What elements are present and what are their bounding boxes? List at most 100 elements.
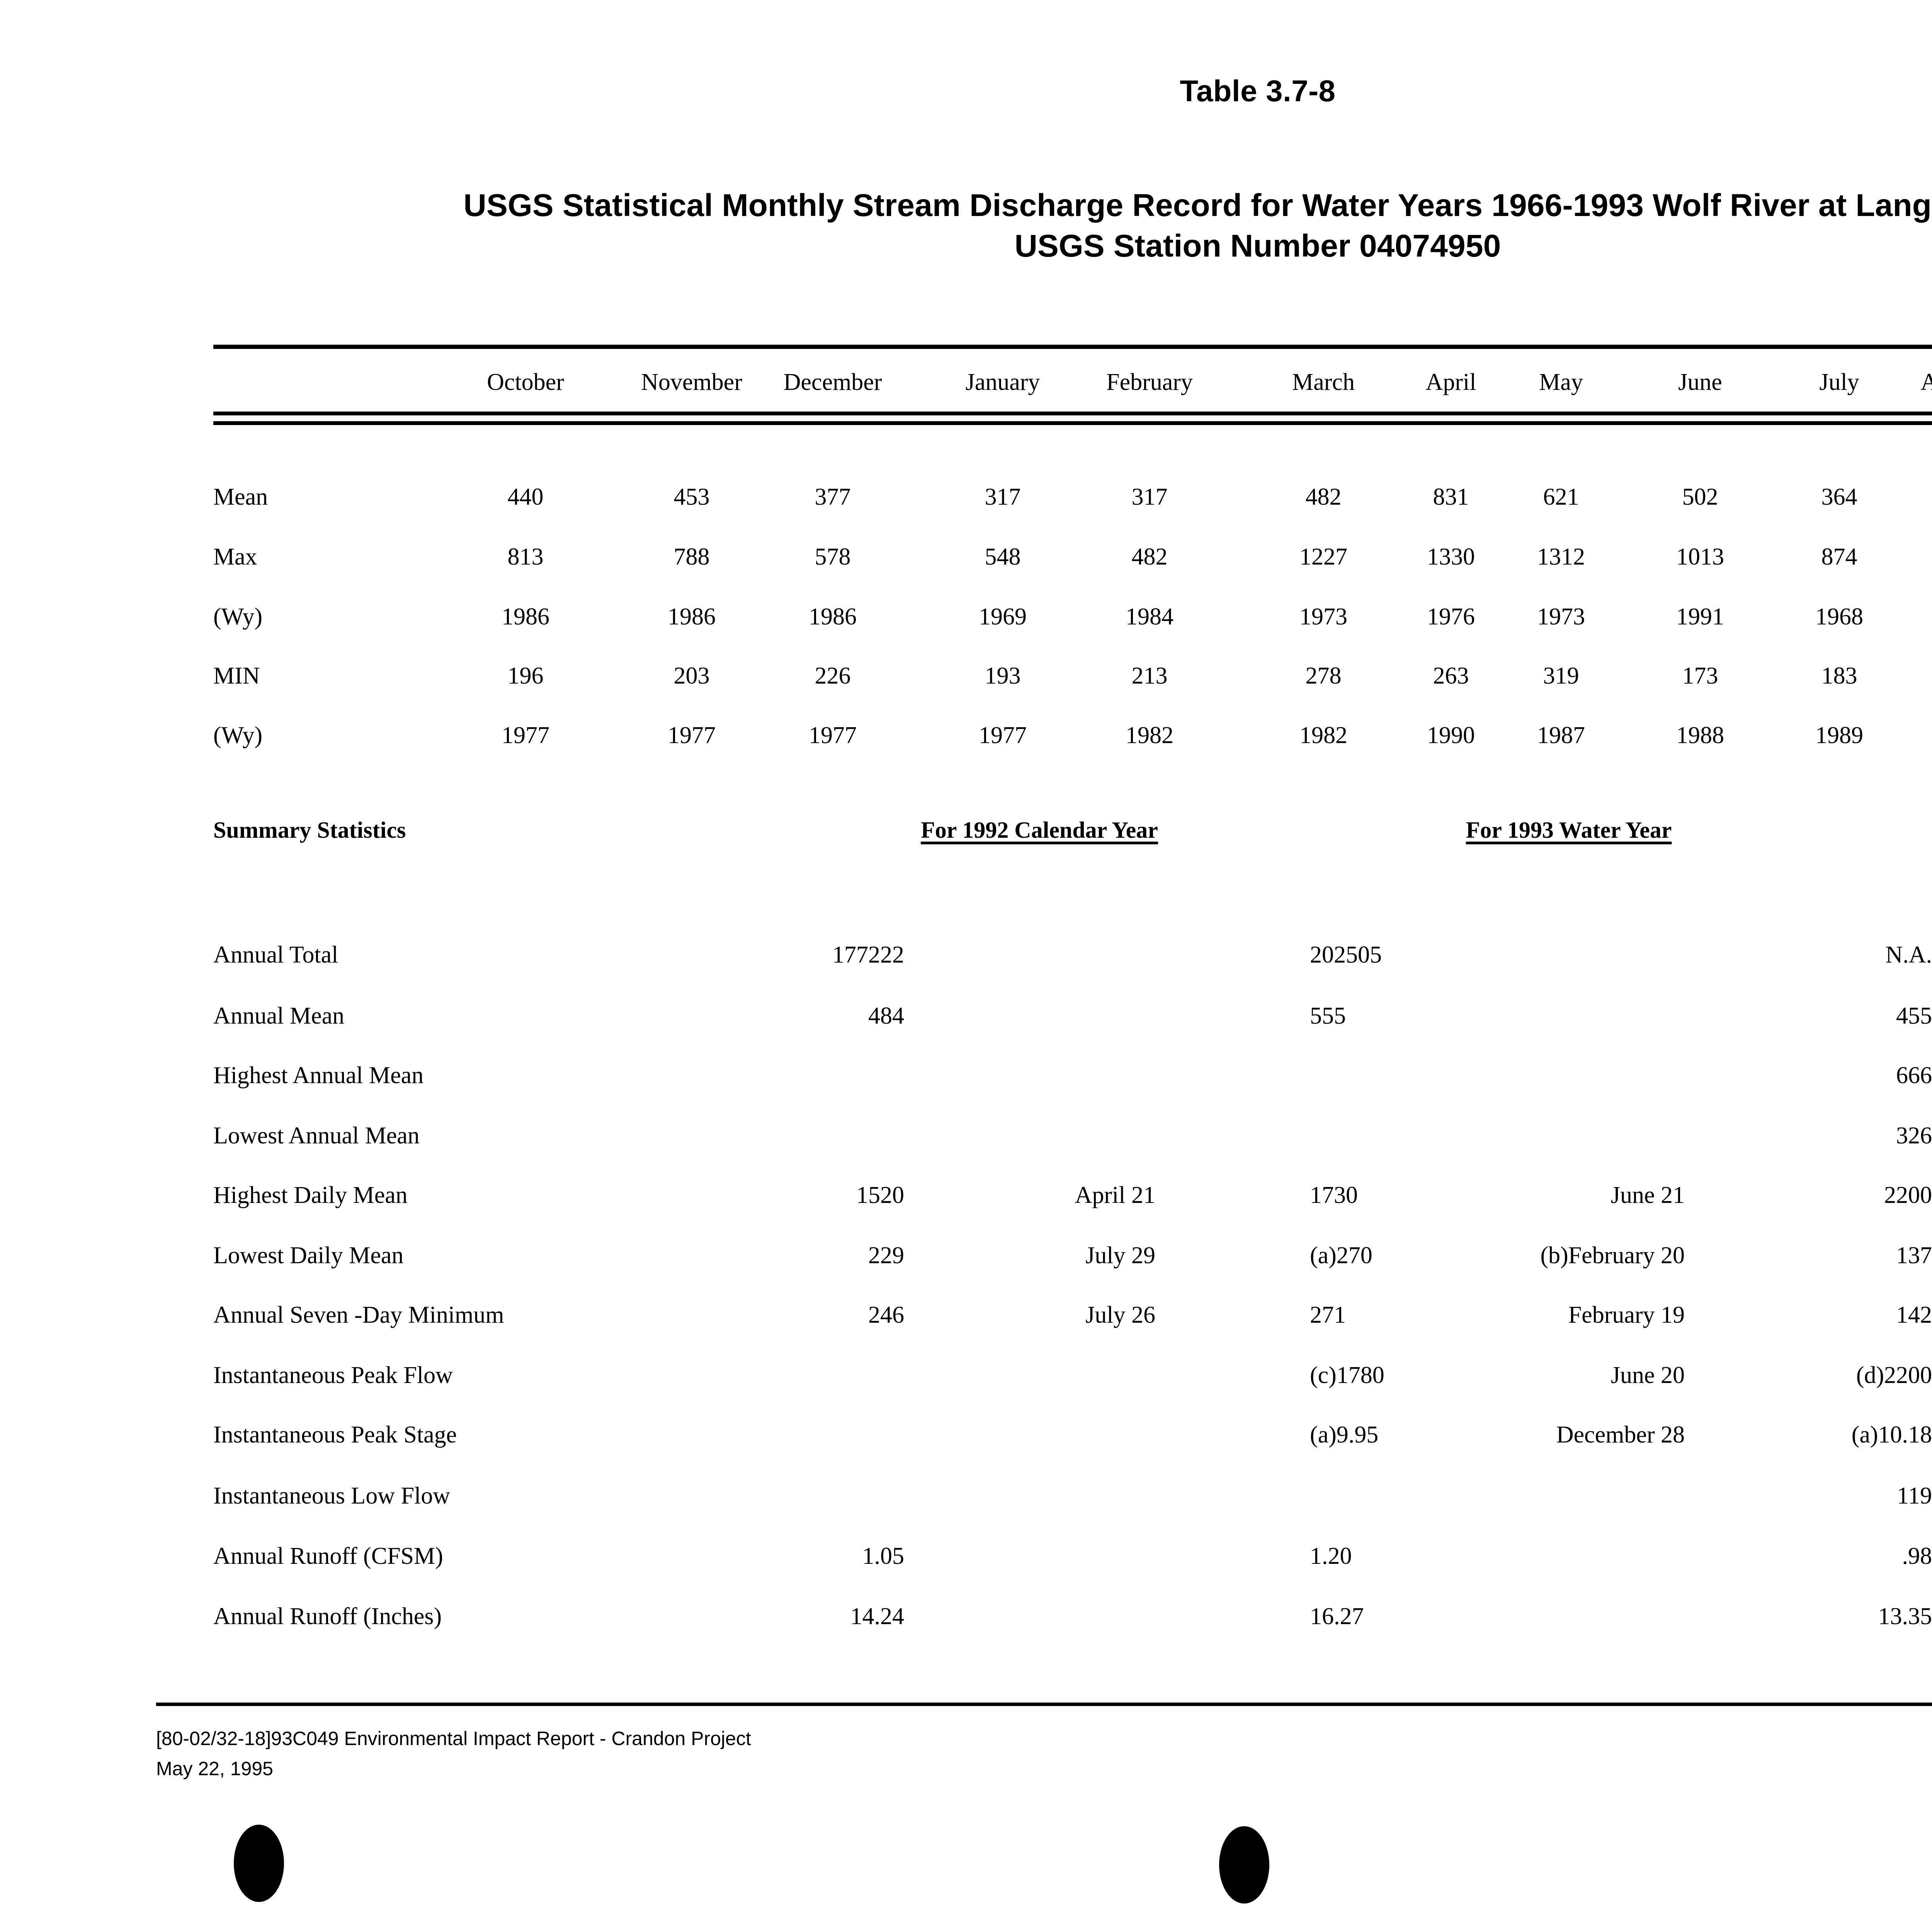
summary-cell-1993-date: June 20 xyxy=(1611,1362,1685,1388)
footer-document-code: [80-02/32-18]93C049 Environmental Impact… xyxy=(156,1728,751,1749)
month-column-header: December xyxy=(783,369,882,395)
monthly-row-label: Mean xyxy=(213,484,268,510)
month-column-header: January xyxy=(965,369,1040,395)
summary-cell-1993-value: 1.20 xyxy=(1310,1543,1352,1569)
summary-cell-1992-value: 484 xyxy=(868,1003,904,1029)
summary-cell-1993-value: (c)1780 xyxy=(1310,1362,1384,1388)
summary-header-1993-water-year: For 1993 Water Year xyxy=(1466,817,1672,843)
summary-cell-1993-value: (a)9.95 xyxy=(1310,1422,1379,1448)
summary-row-label: Annual Seven -Day Minimum xyxy=(213,1302,504,1328)
binding-punch-mark-left xyxy=(234,1825,284,1902)
summary-cell-1993-value: 16.27 xyxy=(1310,1603,1364,1630)
summary-row-label: Instantaneous Peak Flow xyxy=(213,1362,453,1388)
monthly-data-cell: 1330 xyxy=(1427,544,1475,570)
monthly-data-cell: 548 xyxy=(985,544,1021,570)
summary-cell-period-value: 119 xyxy=(1897,1483,1932,1509)
month-column-header: April xyxy=(1425,369,1476,395)
summary-statistics-label: Summary Statistics xyxy=(213,817,406,843)
monthly-data-cell: 183 xyxy=(1821,663,1857,689)
monthly-data-cell: 482 xyxy=(1131,544,1168,570)
monthly-data-cell: 502 xyxy=(1682,484,1718,510)
summary-row-label: Instantaneous Peak Stage xyxy=(213,1422,457,1448)
summary-cell-period-value: (a)10.18 xyxy=(1851,1422,1932,1448)
summary-cell-1993-date: February 19 xyxy=(1568,1302,1685,1328)
summary-row-label: Highest Daily Mean xyxy=(213,1182,408,1208)
summary-cell-period-value: 137 xyxy=(1896,1242,1932,1269)
summary-cell-1993-value: (a)270 xyxy=(1310,1242,1372,1269)
summary-cell-period-value: 13.35 xyxy=(1878,1603,1932,1630)
summary-cell-1992-date: July 29 xyxy=(1085,1242,1155,1269)
summary-cell-1993-date: June 21 xyxy=(1611,1182,1685,1208)
table-top-rule xyxy=(213,345,1932,349)
monthly-data-cell: 1990 xyxy=(1427,722,1475,748)
summary-cell-period-value: 326 xyxy=(1896,1123,1932,1149)
summary-cell-period-value: N.A. xyxy=(1885,942,1932,968)
summary-cell-1993-value: 202505 xyxy=(1310,942,1382,968)
monthly-data-cell: 278 xyxy=(1305,663,1342,689)
month-column-header: June xyxy=(1678,369,1722,395)
monthly-data-cell: 813 xyxy=(507,544,544,570)
summary-row-label: Highest Annual Mean xyxy=(213,1062,424,1089)
summary-header-1992-calendar-year: For 1992 Calendar Year xyxy=(921,817,1158,843)
monthly-data-cell: 1972 xyxy=(1931,605,1932,629)
monthly-data-cell: 1989 xyxy=(1931,723,1932,747)
monthly-data-cell: 831 xyxy=(1433,484,1469,510)
summary-cell-1992-value: 177222 xyxy=(832,942,904,968)
summary-cell-period-value: 666 xyxy=(1896,1062,1932,1089)
monthly-row-label: (Wy) xyxy=(213,722,263,748)
monthly-data-cell: 1988 xyxy=(1676,722,1724,748)
month-column-header: November xyxy=(641,369,742,395)
month-column-header: July xyxy=(1819,369,1859,395)
monthly-data-cell: 263 xyxy=(1433,663,1469,689)
summary-row-label: Annual Mean xyxy=(213,1003,345,1029)
summary-cell-period-value: 142 xyxy=(1896,1302,1932,1328)
table-number-heading: Table 3.7-8 xyxy=(0,73,1932,109)
footer-date: May 22, 1995 xyxy=(156,1758,273,1779)
summary-cell-1992-value: 229 xyxy=(868,1242,904,1269)
summary-cell-period-value: 2200 xyxy=(1884,1182,1932,1208)
monthly-data-cell: 1987 xyxy=(1537,722,1585,748)
monthly-row-label: Max xyxy=(213,544,257,570)
table-header-rule-lower xyxy=(213,421,1932,425)
month-column-header: May xyxy=(1539,369,1583,395)
table-number-text: Table 3.7-8 xyxy=(1180,74,1336,108)
monthly-data-cell: 317 xyxy=(985,484,1021,510)
monthly-data-cell: 1312 xyxy=(1537,544,1585,570)
table-header-rule-upper xyxy=(213,412,1932,415)
summary-cell-period-value: (d)2200 xyxy=(1856,1362,1932,1388)
monthly-data-cell: 1989 xyxy=(1815,722,1863,748)
monthly-data-cell: 193 xyxy=(985,663,1021,689)
page-title: USGS Statistical Monthly Stream Discharg… xyxy=(0,185,1932,267)
summary-cell-1992-value: 246 xyxy=(868,1302,904,1328)
monthly-data-cell: 1984 xyxy=(1126,604,1173,630)
monthly-data-cell: 440 xyxy=(507,484,544,510)
summary-cell-1993-value: 555 xyxy=(1310,1003,1346,1029)
monthly-data-cell: 874 xyxy=(1821,544,1857,570)
monthly-data-cell: 226 xyxy=(815,663,851,689)
month-column-header: March xyxy=(1292,369,1355,395)
monthly-row-label: (Wy) xyxy=(213,604,263,630)
monthly-data-cell: 482 xyxy=(1305,484,1342,510)
summary-row-label: Annual Runoff (Inches) xyxy=(213,1603,442,1630)
summary-cell-1992-date: July 26 xyxy=(1085,1302,1155,1328)
summary-cell-1992-value: 1520 xyxy=(856,1182,904,1208)
summary-cell-1992-date: April 21 xyxy=(1075,1182,1155,1208)
page-title-line-2: USGS Station Number 04074950 xyxy=(1014,228,1501,264)
monthly-data-cell: 319 xyxy=(1543,663,1579,689)
monthly-data-cell: 196 xyxy=(507,663,544,689)
monthly-data-cell: 213 xyxy=(1131,663,1168,689)
monthly-data-cell: 1227 xyxy=(1299,544,1347,570)
summary-row-label: Annual Runoff (CFSM) xyxy=(213,1543,443,1569)
summary-cell-1993-value: 271 xyxy=(1310,1302,1346,1328)
monthly-data-cell: 1973 xyxy=(1299,604,1347,630)
summary-cell-period-value: 455 xyxy=(1896,1003,1932,1029)
monthly-data-cell: 1977 xyxy=(502,722,549,748)
monthly-data-cell: 1973 xyxy=(1537,604,1585,630)
monthly-data-cell: 1986 xyxy=(502,604,549,630)
monthly-data-cell: 1969 xyxy=(979,604,1027,630)
summary-row-label: Lowest Annual Mean xyxy=(213,1123,420,1149)
monthly-data-cell: 203 xyxy=(673,663,710,689)
monthly-data-cell: 317 xyxy=(1131,484,1168,510)
monthly-data-cell: 1986 xyxy=(809,604,857,630)
